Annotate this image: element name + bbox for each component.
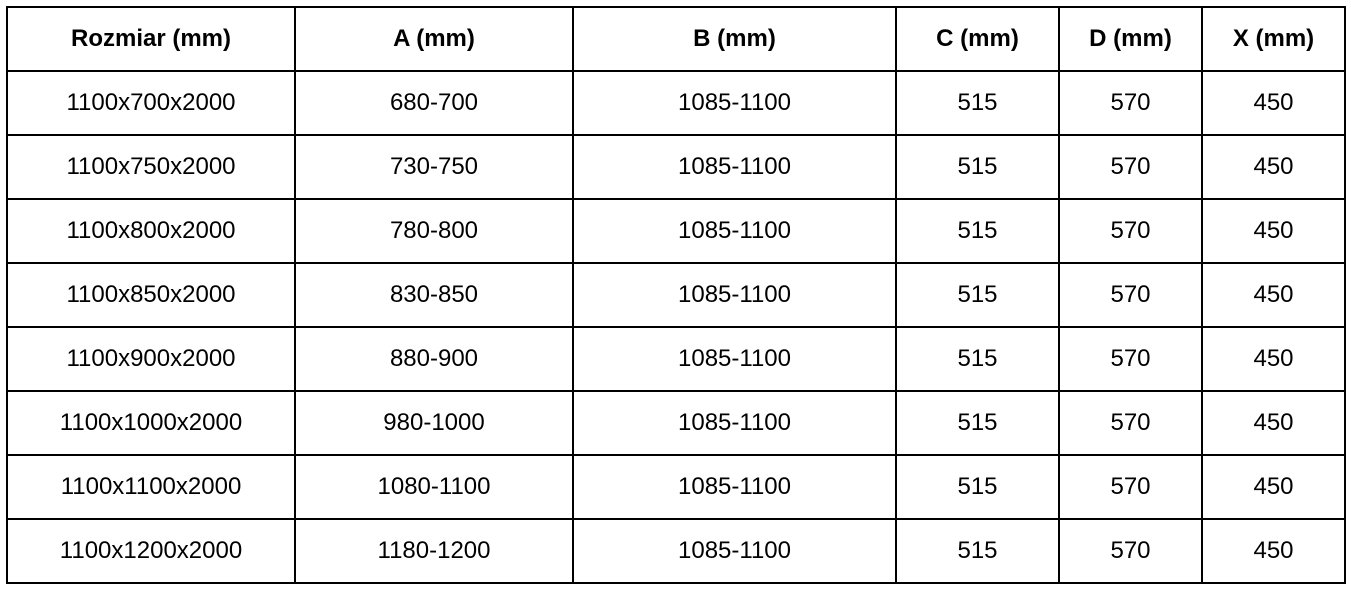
table-cell: 515: [895, 70, 1060, 136]
table-row: 1100x800x2000 780-800 1085-1100 515 570 450: [6, 198, 1346, 264]
table-row: 1100x1200x2000 1180-1200 1085-1100 515 570 45…: [6, 518, 1346, 584]
table-cell: 450: [1201, 262, 1346, 328]
table-cell: 1085-1100: [572, 326, 897, 392]
table-cell: 450: [1201, 198, 1346, 264]
table-cell: 515: [895, 390, 1060, 456]
table-cell: 450: [1201, 326, 1346, 392]
table-row: 1100x700x2000 680-700 1085-1100 515 570 450: [6, 70, 1346, 136]
table-cell: 450: [1201, 518, 1346, 584]
table-row: 1100x1100x2000 1080-1100 1085-1100 515 570 45…: [6, 454, 1346, 520]
column-header: C (mm): [895, 6, 1060, 72]
table-row: 1100x1000x2000 980-1000 1085-1100 515 570 450: [6, 390, 1346, 456]
table-cell: 830-850: [294, 262, 574, 328]
table-cell: 515: [895, 454, 1060, 520]
table-cell: 570: [1058, 326, 1203, 392]
table-row: 1100x900x2000 880-900 1085-1100 515 570 450: [6, 326, 1346, 392]
table-cell: 1100x700x2000: [6, 70, 296, 136]
table-cell: 515: [895, 262, 1060, 328]
table-cell: 1085-1100: [572, 262, 897, 328]
column-header: B (mm): [572, 6, 897, 72]
table-cell: 570: [1058, 390, 1203, 456]
table-cell: 450: [1201, 70, 1346, 136]
table-cell: 1085-1100: [572, 70, 897, 136]
column-header: D (mm): [1058, 6, 1203, 72]
table-cell: 1080-1100: [294, 454, 574, 520]
table-cell: 570: [1058, 134, 1203, 200]
dimensions-table: Rozmiar (mm) A (mm) B (mm) C (mm) D (mm) X (m…: [6, 6, 1346, 584]
table-body: 1100x700x2000 680-700 1085-1100 515 570 450 11…: [6, 70, 1346, 584]
header-row: Rozmiar (mm) A (mm) B (mm) C (mm) D (mm) X (m…: [6, 6, 1346, 72]
table-row: 1100x750x2000 730-750 1085-1100 515 570 450: [6, 134, 1346, 200]
table-cell: 1100x1200x2000: [6, 518, 296, 584]
table-cell: 570: [1058, 518, 1203, 584]
table-cell: 570: [1058, 454, 1203, 520]
table-cell: 1100x750x2000: [6, 134, 296, 200]
table-cell: 1085-1100: [572, 454, 897, 520]
table-cell: 515: [895, 326, 1060, 392]
table-cell: 730-750: [294, 134, 574, 200]
table-cell: 1180-1200: [294, 518, 574, 584]
table-cell: 880-900: [294, 326, 574, 392]
table-cell: 1085-1100: [572, 390, 897, 456]
table-cell: 450: [1201, 134, 1346, 200]
table-cell: 1085-1100: [572, 198, 897, 264]
table-cell: 450: [1201, 390, 1346, 456]
table-cell: 570: [1058, 70, 1203, 136]
table-cell: 515: [895, 134, 1060, 200]
table-cell: 780-800: [294, 198, 574, 264]
table-row: 1100x850x2000 830-850 1085-1100 515 570 450: [6, 262, 1346, 328]
table-cell: 450: [1201, 454, 1346, 520]
table-cell: 1100x850x2000: [6, 262, 296, 328]
column-header: A (mm): [294, 6, 574, 72]
table-cell: 570: [1058, 198, 1203, 264]
table-cell: 1085-1100: [572, 134, 897, 200]
table-cell: 980-1000: [294, 390, 574, 456]
column-header: X (mm): [1201, 6, 1346, 72]
table-cell: 515: [895, 518, 1060, 584]
table-cell: 1100x800x2000: [6, 198, 296, 264]
table-cell: 1085-1100: [572, 518, 897, 584]
table-cell: 680-700: [294, 70, 574, 136]
table-cell: 1100x1100x2000: [6, 454, 296, 520]
table-cell: 1100x900x2000: [6, 326, 296, 392]
column-header: Rozmiar (mm): [6, 6, 296, 72]
table-cell: 1100x1000x2000: [6, 390, 296, 456]
table-cell: 515: [895, 198, 1060, 264]
table-cell: 570: [1058, 262, 1203, 328]
